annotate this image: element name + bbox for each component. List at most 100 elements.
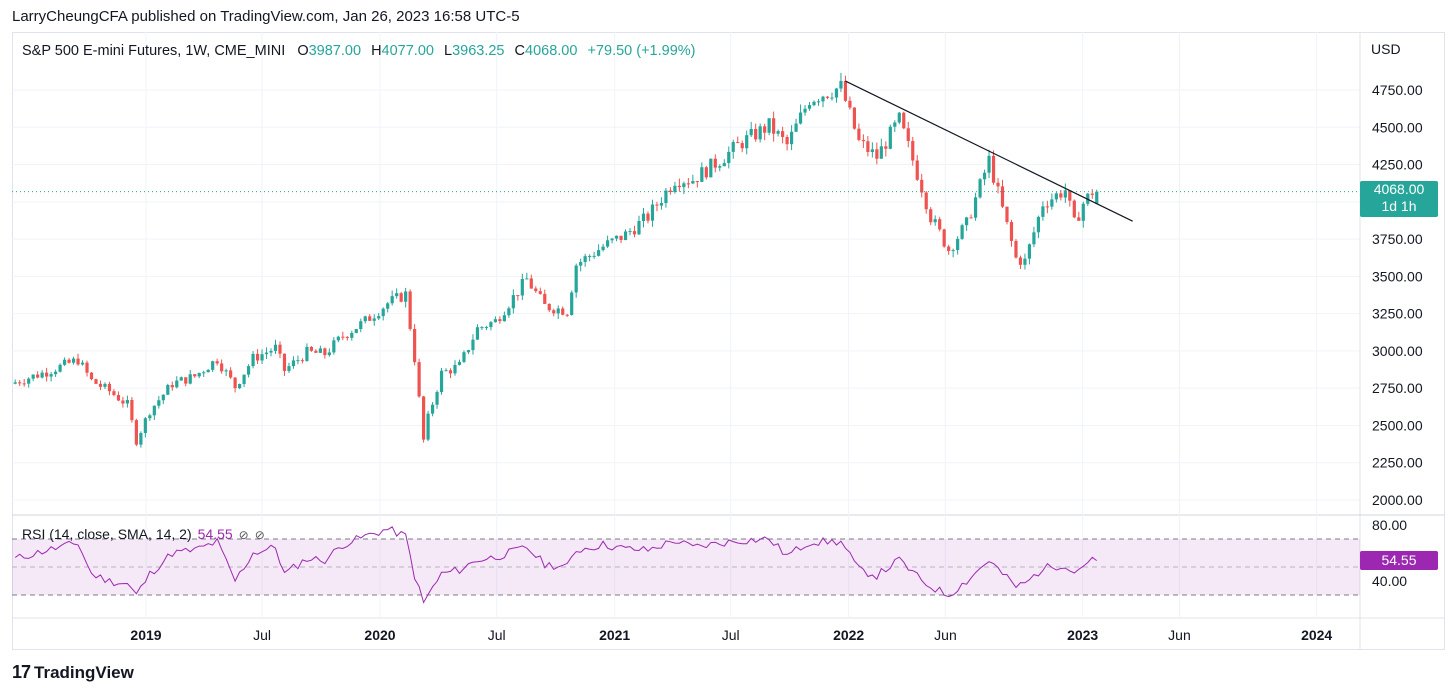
candle-down bbox=[704, 167, 708, 178]
candle-up bbox=[206, 369, 210, 373]
candle-up bbox=[731, 142, 735, 152]
time-tick-label: Jul bbox=[722, 627, 740, 643]
candle-up bbox=[273, 344, 278, 351]
candle-down bbox=[695, 181, 699, 183]
candle-down bbox=[184, 377, 188, 384]
price-tick-label: 3500.00 bbox=[1372, 268, 1423, 284]
candle-up bbox=[700, 167, 704, 182]
candle-down bbox=[1077, 217, 1081, 221]
candle-up bbox=[264, 352, 269, 355]
tradingview-footer[interactable]: 17 TradingView bbox=[12, 662, 134, 683]
candle-up bbox=[879, 146, 883, 159]
candle-up bbox=[1054, 193, 1058, 200]
candle-up bbox=[960, 225, 964, 239]
candle-up bbox=[269, 350, 273, 353]
candle-up bbox=[749, 128, 753, 136]
candle-up bbox=[816, 101, 821, 103]
candle-down bbox=[938, 219, 942, 230]
candle-down bbox=[668, 190, 673, 192]
candle-down bbox=[1014, 240, 1018, 258]
candle-down bbox=[686, 183, 690, 185]
candle-up bbox=[71, 358, 76, 363]
candle-up bbox=[623, 231, 628, 241]
candle-down bbox=[516, 295, 520, 297]
candle-down bbox=[1000, 186, 1005, 207]
rsi-tick-label: 80.00 bbox=[1372, 517, 1407, 533]
rsi-line bbox=[14, 526, 1097, 604]
candle-up bbox=[80, 362, 85, 365]
candle-down bbox=[233, 377, 237, 389]
candle-down bbox=[345, 336, 349, 338]
candle-up bbox=[1041, 206, 1045, 217]
candle-up bbox=[830, 97, 834, 99]
candle-down bbox=[229, 370, 233, 378]
time-tick-label: 2021 bbox=[599, 627, 630, 643]
candle-up bbox=[709, 158, 713, 178]
candle-down bbox=[902, 112, 906, 129]
candle-up bbox=[484, 327, 489, 329]
candle-up bbox=[758, 126, 762, 140]
time-tick-label: 2019 bbox=[130, 627, 161, 643]
price-tick-label: 3750.00 bbox=[1372, 231, 1423, 247]
hidden-visibility-icon[interactable]: ⊘ bbox=[238, 528, 249, 542]
candle-up bbox=[40, 372, 44, 378]
candle-up bbox=[1036, 216, 1041, 233]
rsi-legend[interactable]: RSI (14, close, SMA, 14, 2) 54.55 ⊘ ⊘ bbox=[22, 526, 265, 542]
candle-up bbox=[197, 372, 201, 377]
candle-down bbox=[884, 146, 888, 149]
rsi-value: 54.55 bbox=[197, 526, 233, 542]
high-value: 4077.00 bbox=[381, 43, 434, 59]
candle-up bbox=[139, 433, 143, 445]
last-price-tag: 4068.00 1d 1h bbox=[1360, 181, 1438, 217]
candle-down bbox=[1072, 200, 1076, 218]
hidden-visibility-icon[interactable]: ⊘ bbox=[254, 528, 265, 542]
candle-down bbox=[421, 396, 426, 440]
open-label: O bbox=[297, 43, 309, 59]
candle-up bbox=[148, 415, 152, 419]
candle-down bbox=[736, 142, 740, 144]
price-tick-label: 4500.00 bbox=[1372, 119, 1423, 135]
high-label: H bbox=[371, 43, 382, 59]
candle-up bbox=[166, 385, 170, 395]
candle-up bbox=[430, 404, 435, 414]
price-tick-label: 2500.00 bbox=[1372, 417, 1423, 433]
candle-up bbox=[722, 163, 726, 167]
candle-up bbox=[965, 217, 969, 226]
resistance-trendline bbox=[845, 80, 1133, 222]
candle-down bbox=[713, 158, 717, 168]
candle-up bbox=[354, 329, 358, 333]
candle-up bbox=[318, 348, 322, 353]
candle-up bbox=[54, 371, 58, 375]
candle-down bbox=[861, 139, 865, 142]
price-tick-label: 3000.00 bbox=[1372, 343, 1423, 359]
candle-up bbox=[251, 353, 255, 367]
candle-up bbox=[49, 374, 53, 377]
candle-down bbox=[866, 141, 870, 152]
candle-up bbox=[641, 213, 646, 222]
candle-up bbox=[161, 394, 165, 401]
time-tick-label: 2020 bbox=[364, 627, 395, 643]
candle-up bbox=[839, 80, 843, 89]
candle-down bbox=[547, 303, 551, 311]
candle-up bbox=[1032, 232, 1036, 245]
candle-down bbox=[417, 362, 421, 397]
candle-up bbox=[179, 377, 183, 381]
candle-up bbox=[718, 166, 722, 168]
candle-down bbox=[529, 278, 533, 289]
symbol-legend[interactable]: S&P 500 E-mini Futures, 1W, CME_MINI O39… bbox=[22, 43, 702, 59]
candle-up bbox=[475, 327, 480, 340]
candle-down bbox=[121, 400, 125, 404]
symbol-title: S&P 500 E-mini Futures, 1W, CME_MINI bbox=[22, 43, 286, 59]
candle-down bbox=[852, 107, 857, 129]
candle-down bbox=[309, 346, 314, 351]
chart-frame[interactable] bbox=[12, 32, 1445, 650]
candle-up bbox=[628, 231, 632, 233]
candle-up bbox=[31, 374, 35, 379]
candle-up bbox=[125, 399, 130, 404]
candle-down bbox=[942, 229, 946, 247]
candle-down bbox=[754, 128, 758, 140]
time-tick-label: 2023 bbox=[1067, 627, 1098, 643]
time-tick-label: Jul bbox=[253, 627, 271, 643]
rsi-value-tag: 54.55 bbox=[1360, 551, 1438, 570]
